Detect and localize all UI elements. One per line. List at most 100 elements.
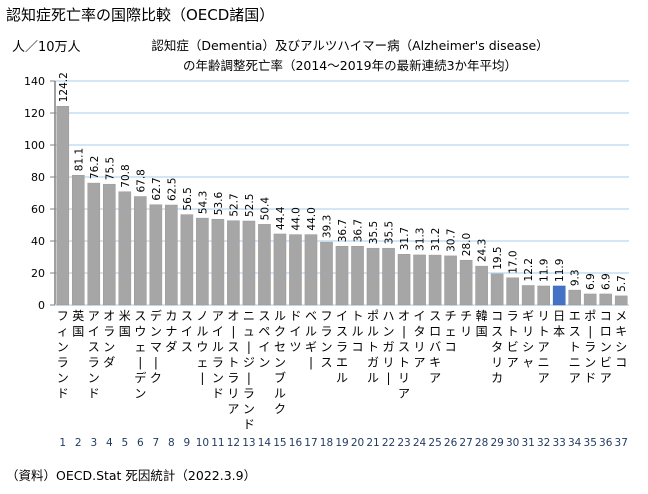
category-label-char: ア [569,371,581,385]
bar [258,224,271,306]
rank-label: 33 [553,437,566,449]
category-label-char: ト [352,309,364,323]
category-label-char: ア [507,356,519,370]
category-label-char: イ [181,325,193,339]
bar [320,241,333,306]
category-label-char: イ [88,325,100,339]
category-label-char: ス [181,340,193,354]
category-label-char: リ [538,309,550,323]
category-label: チェコ [445,309,457,354]
bar [428,254,442,306]
category-label-char: イ [289,325,301,339]
bar [521,285,535,306]
category-label: ベルギ | [305,309,317,370]
bar [242,220,256,306]
category-label-char: ラ [103,325,115,339]
bar [366,247,380,306]
value-label: 70.8 [120,164,132,187]
value-label: 44.0 [290,207,302,230]
y-tick-label: 100 [24,139,45,152]
category-label-char: 国 [119,325,131,339]
category-label-char: ア [212,309,224,323]
category-label-char: ク [274,325,286,339]
y-tick-label: 20 [31,267,45,280]
category-label-char: ガ [383,340,395,354]
rank-label: 16 [289,437,303,449]
category-label-char: ス [320,356,332,370]
chart-title-line1: 認知症（Dementia）及びアルツハイマー病（Alzheimer's dise… [151,38,549,53]
category-label-char: リ [398,371,410,385]
category-label-char: マ [150,340,162,354]
category-label: チリ [460,309,472,339]
category-label-char: オ [227,309,239,323]
y-tick-label: 80 [31,171,45,184]
category-label-char: デ [150,308,162,323]
category-label-char: オ [398,309,410,323]
chart-title-line2: の年齢調整死亡率（2014～2019年の最新連続3か年平均） [182,58,518,73]
category-label: デンマ |ク [150,308,162,385]
rank-label: 8 [168,437,175,449]
category-label-char: ン [103,340,115,354]
bar [583,293,597,306]
category-label-char: ド [57,387,69,401]
category-label: 米国 [119,309,131,339]
category-label-char: ア [398,387,410,401]
category-label-char: フ [320,309,332,323]
y-tick-label: 0 [38,299,45,312]
bar [304,234,318,306]
bar [71,174,85,306]
category-label-char: キ [615,325,627,339]
rank-label: 31 [521,437,534,449]
value-labels: 124.2 81.1 76.2 75.5 70.8 67.8 62.7 62.5 56.5 54.… [58,72,628,292]
category-label-char: イ [414,309,426,323]
category-label-char: カ [165,309,177,323]
bar [289,234,302,306]
category-label: スウェ |デン [134,309,146,401]
chart-title: 認知症（Dementia）及びアルツハイマー病（Alzheimer's dise… [150,36,550,76]
category-label-char: | [231,325,235,339]
category-label-char: リ [227,387,239,401]
category-label-char: ス [398,340,410,354]
category-label-char: ラ [88,356,100,370]
category-label-char: ウ [134,325,146,339]
category-label-char: ギ [522,309,534,323]
bar [87,182,101,306]
value-label: 56.5 [182,187,194,210]
rank-label: 2 [75,437,82,449]
rank-label: 4 [106,437,113,449]
category-label-char: ン [274,356,286,370]
category-label-char: ロ [600,325,612,339]
category-label-char: デ [134,370,146,385]
category-label-char: ル [212,340,224,354]
category-label-char: ラ [57,356,69,370]
category-label-char: イ [336,309,348,323]
rank-label: 35 [584,437,597,449]
value-label: 62.7 [151,177,163,200]
category-label-char: エ [569,309,581,323]
category-label: 韓国 [476,309,488,339]
value-label: 31.2 [430,228,442,251]
bar [506,277,519,306]
rank-label: 3 [90,437,97,449]
category-label-char: ン [88,371,100,385]
category-label-char: ラ [243,387,255,401]
category-label-char: ド [243,418,255,432]
category-label-char: ド [289,309,301,323]
category-label-char: ガ [367,356,379,370]
category-label-char: シ [615,340,627,354]
category-label: トルコ [352,309,364,354]
value-label: 81.1 [73,148,85,171]
bar [537,285,550,306]
category-label-char: オ [103,309,115,323]
category-label-char: チ [445,309,457,323]
category-label-char: リ [383,356,395,370]
bar [475,265,488,306]
category-label-char: ロ [429,325,441,339]
category-label-char: ン [243,402,255,416]
value-label: 52.7 [228,193,240,216]
category-label: ポ |ランド [584,309,596,385]
category-label-char: | [387,371,391,385]
